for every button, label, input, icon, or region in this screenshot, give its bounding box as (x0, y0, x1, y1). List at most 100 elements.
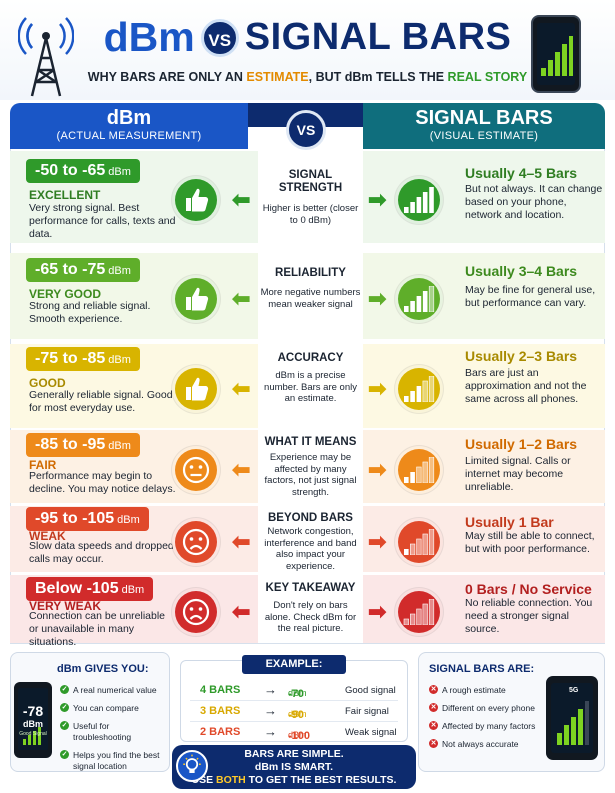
signal-grade: EXCELLENT (29, 188, 101, 202)
dbm-range: -75 to -85 (35, 350, 106, 367)
example-bars: 4 BARS (200, 684, 241, 696)
sad-face-icon (172, 588, 220, 636)
x-icon: ✕ (429, 721, 438, 730)
dbm-range: -95 to -105 (35, 510, 115, 527)
right-arrow-icon: ➡ (368, 376, 387, 401)
example-label: Fair signal (345, 706, 389, 717)
center-title: RELIABILITY (275, 267, 346, 279)
center-title: KEY TAKEAWAY (265, 582, 356, 594)
thumbs-up-icon (172, 176, 220, 224)
bars-estimate-description: May still be able to connect, but with p… (465, 530, 595, 555)
example-dbm-value: -70 (288, 688, 304, 700)
list-item-label: Not always accurate (442, 739, 519, 749)
dbm-range: -50 to -65 (35, 162, 106, 179)
list-item: ✓ A real numerical value (60, 685, 168, 696)
check-icon: ✓ (60, 703, 69, 712)
center-panel (258, 506, 363, 572)
phone-dbm-unit: dBm (23, 719, 43, 729)
smartphone-icon (14, 682, 52, 758)
list-item: ✕ Not always accurate (429, 739, 547, 750)
signal-bars-icon (395, 365, 443, 413)
center-title: WHAT IT MEANS (264, 436, 357, 448)
tagline-line-1: BARS ARE SIMPLE. (244, 748, 344, 760)
signal-bars-icon (395, 588, 443, 636)
example-dbm-value: -90 (288, 709, 304, 721)
example-bars: 2 BARS (200, 726, 241, 738)
dbm-description: Performance may begin to decline. You ma… (29, 470, 176, 495)
bars-estimate-description: Bars are just an approximation and not t… (465, 367, 587, 405)
smartphone-icon (531, 15, 581, 93)
arrow-right-icon: → (264, 703, 277, 718)
example-row: 4 BARS → -70 dBm Good signal (180, 680, 408, 701)
center-description: More negative numbers mean weaker signal (260, 287, 361, 310)
phone-dbm-value: -78 (22, 703, 44, 719)
arrow-right-icon: → (264, 682, 277, 697)
signal-bars-icon (395, 176, 443, 224)
right-arrow-icon: ➡ (368, 187, 387, 212)
center-description: dBm is a precise number. Bars are only a… (264, 370, 357, 404)
page-subtitle: WHY BARS ARE ONLY AN ESTIMATE, BUT dBm T… (0, 70, 615, 84)
check-icon: ✓ (60, 750, 69, 759)
list-item-label: Different on every phone (442, 703, 535, 713)
subtitle-part-a: WHY BARS ARE ONLY AN (87, 70, 247, 84)
neutral-face-icon (172, 445, 220, 494)
list-item: ✓ Helps you find the best signal location (60, 750, 168, 772)
list-item-label: Useful for troubleshooting (73, 721, 132, 742)
dbm-gives-panel: dBm GIVES YOU: -78 dBm Good Signal ✓ A re… (10, 652, 170, 772)
tagline-line-3-b: TO GET THE BEST RESULTS. (245, 774, 397, 786)
dbm-range-pill: -85 to -95 dBm (26, 433, 140, 457)
phone-signal-label: Good Signal (19, 731, 47, 737)
center-description: Higher is better (closer to 0 dBm) (262, 203, 359, 226)
center-panel (258, 575, 363, 643)
center-description: Experience may be affected by many facto… (264, 452, 357, 498)
signal-bars-are-list: ✕ A rough estimate ✕ Different on every pho… (429, 685, 547, 757)
dbm-unit: dBm (121, 584, 145, 596)
dbm-gives-list: ✓ A real numerical value ✓ You can compare ✓… (60, 685, 168, 779)
dbm-column-title: dBm (106, 107, 152, 129)
list-item: ✓ Useful for troubleshooting (60, 721, 168, 743)
example-label: Weak signal (345, 727, 397, 738)
comparison-row-very-good: -65 to -75 dBm VERY GOOD Strong and reliabl… (10, 253, 605, 339)
bars-estimate-description: May be fine for general use, but perform… (465, 284, 596, 309)
signal-grade: GOOD (29, 376, 66, 390)
right-arrow-icon: ➡ (368, 456, 387, 482)
arrow-right-icon: → (264, 724, 277, 739)
x-icon: ✕ (429, 703, 438, 712)
dbm-range: Below -105 (35, 580, 119, 597)
dbm-description: Very strong signal. Best performance for… (29, 202, 176, 240)
x-icon: ✕ (429, 685, 438, 694)
signal-grade: WEAK (29, 529, 66, 543)
dbm-unit: dBm (108, 354, 131, 366)
left-arrow-icon: ⬅ (232, 187, 251, 212)
left-arrow-icon: ⬅ (232, 599, 251, 624)
dbm-range-pill: -75 to -85 dBm (26, 347, 140, 371)
example-title: EXAMPLE: (242, 655, 346, 674)
left-arrow-icon: ⬅ (232, 529, 251, 554)
dbm-description: Generally reliable signal. Good for most… (29, 389, 173, 414)
signal-grade: VERY GOOD (29, 287, 102, 301)
example-dbm-value: -100 (288, 730, 311, 742)
comparison-row-fair: -85 to -95 dBm FAIR Performance may begin t… (10, 430, 605, 503)
bars-estimate-title: Usually 4–5 Bars (465, 165, 578, 181)
dbm-range-pill: Below -105 dBm (26, 577, 154, 601)
dbm-gives-title: dBm GIVES YOU: (57, 663, 149, 675)
dbm-range-pill: -95 to -105 dBm (26, 507, 149, 531)
list-item: ✕ A rough estimate (429, 685, 547, 696)
bars-estimate-title: Usually 1–2 Bars (465, 436, 578, 452)
example-bars: 3 BARS (200, 705, 241, 717)
thumbs-up-icon (172, 275, 220, 323)
signal-bars-icon (395, 445, 443, 494)
dbm-unit: dBm (117, 514, 140, 526)
example-row: 2 BARS → -100 dBm Weak signal (180, 722, 408, 742)
lightbulb-icon (176, 750, 208, 782)
list-item: ✕ Different on every phone (429, 703, 547, 714)
comparison-row-good: -75 to -85 dBm GOOD Generally reliable sign… (10, 344, 605, 428)
center-title: ACCURACY (277, 352, 344, 364)
dbm-range-pill: -65 to -75 dBm (26, 258, 140, 282)
list-item-label: A real numerical value (73, 685, 157, 695)
signal-bars-icon (395, 275, 443, 323)
list-item-label: You can compare (73, 703, 139, 713)
cell-tower-icon (18, 17, 74, 97)
phone-5g-badge: 5G (569, 687, 579, 694)
tagline-line-3: USE BOTH TO GET THE BEST RESULTS. (172, 774, 416, 787)
